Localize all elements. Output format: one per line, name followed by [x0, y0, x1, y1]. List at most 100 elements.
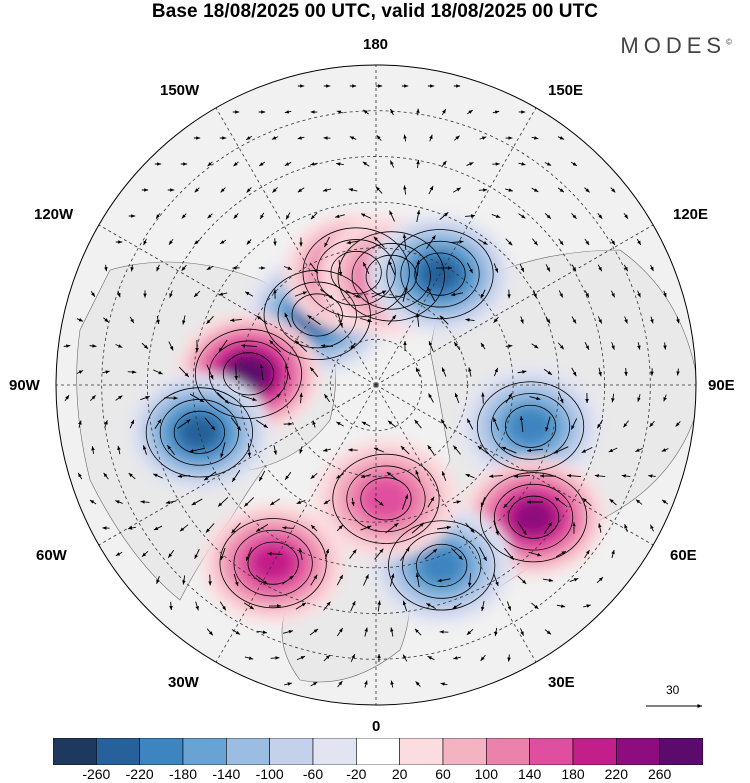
wind-vector [374, 548, 384, 560]
colorbar-swatch-0 [53, 738, 97, 765]
meridian-line [375, 384, 537, 663]
wind-vector [531, 343, 539, 349]
vector-scale-value: 30 [666, 683, 680, 697]
wind-vector [348, 188, 358, 192]
wind-vector [169, 601, 173, 611]
wind-vector [571, 316, 577, 324]
wind-vector [169, 290, 173, 298]
wind-vector [402, 600, 408, 612]
wind-vector [271, 136, 279, 140]
wind-vector [267, 552, 283, 556]
colorbar-label: 140 [517, 766, 542, 782]
wind-vector [624, 523, 628, 533]
wind-vector [506, 601, 512, 611]
wind-vector [650, 524, 654, 532]
colorbar-label: -100 [255, 766, 284, 782]
wind-vector [544, 213, 552, 219]
wind-vector [218, 292, 228, 296]
wind-vector [336, 627, 344, 637]
wind-vector [526, 448, 544, 453]
wind-vector [465, 522, 475, 534]
contour-pos-east-siberia-1 [351, 243, 431, 310]
brand-logo: MODES© [620, 33, 732, 59]
wind-vector [153, 369, 163, 375]
wind-vector [153, 525, 163, 531]
wind-vector [528, 551, 542, 557]
wind-vector [256, 630, 268, 634]
wind-vector [181, 213, 187, 219]
wind-vector [130, 264, 134, 272]
wind-vector [415, 470, 421, 482]
wind-vector [129, 316, 135, 324]
wind-vector [103, 317, 109, 323]
contour-neg-scandinavia-0 [388, 520, 496, 611]
wind-vector [103, 472, 109, 480]
wind-vector [467, 262, 473, 274]
contour-pos-norway-sea-2 [360, 477, 412, 521]
wind-vector [519, 263, 525, 273]
wind-vector [90, 291, 96, 297]
wind-vector [450, 292, 464, 297]
lon-label-60w: 60W [36, 547, 67, 564]
wind-vector [178, 366, 190, 378]
meridian-line [375, 224, 654, 386]
wind-vector [156, 264, 160, 272]
wind-vector [583, 604, 591, 608]
wind-vector [350, 600, 356, 612]
wind-vector [216, 392, 230, 404]
wind-vector [479, 136, 487, 140]
wind-vector [505, 188, 513, 192]
wind-vector [594, 474, 606, 478]
colorbar-swatch-2 [139, 738, 184, 765]
wind-vector [402, 233, 407, 251]
wind-vector [76, 318, 84, 322]
brand-name: MODES [620, 33, 727, 58]
wind-vector [153, 473, 163, 479]
wind-vector [517, 521, 527, 535]
anomaly-neg-scandinavia-level-4 [419, 547, 465, 584]
colorbar-swatch-6 [312, 738, 357, 765]
wind-vector [571, 212, 577, 220]
wind-vector [441, 108, 447, 116]
colorbar-swatch-11 [529, 738, 574, 765]
wind-vector [336, 574, 344, 586]
wind-vector [364, 627, 368, 637]
wind-vector [375, 186, 383, 194]
wind-vector [558, 290, 564, 298]
wind-vector [598, 367, 602, 377]
wind-vector [294, 291, 308, 297]
wind-vector [481, 600, 485, 612]
wind-vector [282, 526, 294, 530]
wind-vector [478, 188, 488, 192]
wind-vector [194, 187, 200, 193]
wind-vector [480, 342, 486, 350]
colorbar-swatch-9 [442, 738, 487, 765]
wind-vector [468, 367, 472, 377]
lon-label-120w: 120W [34, 206, 74, 223]
wind-vector [452, 187, 462, 193]
wind-vector [297, 136, 305, 140]
map-border [55, 64, 697, 706]
wind-vector [377, 600, 381, 612]
wind-vector [415, 367, 421, 377]
wind-vector [416, 259, 421, 277]
wind-vector [91, 446, 95, 454]
wind-vector [244, 656, 254, 660]
wind-vector [127, 370, 137, 374]
wind-vector [337, 312, 343, 328]
wind-vector [273, 445, 277, 455]
wind-vector [270, 656, 280, 660]
wind-vector [517, 575, 527, 585]
wind-vector [246, 187, 252, 193]
wind-vector [466, 628, 474, 636]
wind-vector [623, 212, 629, 220]
wind-vector [189, 393, 205, 403]
wind-vector [284, 312, 292, 328]
wind-vector [309, 628, 319, 636]
wind-vector [285, 212, 291, 220]
wind-vector [428, 393, 434, 403]
wind-vector [345, 289, 361, 299]
wind-vector [208, 574, 212, 586]
wind-vector [299, 392, 303, 404]
wind-vector [429, 134, 433, 142]
